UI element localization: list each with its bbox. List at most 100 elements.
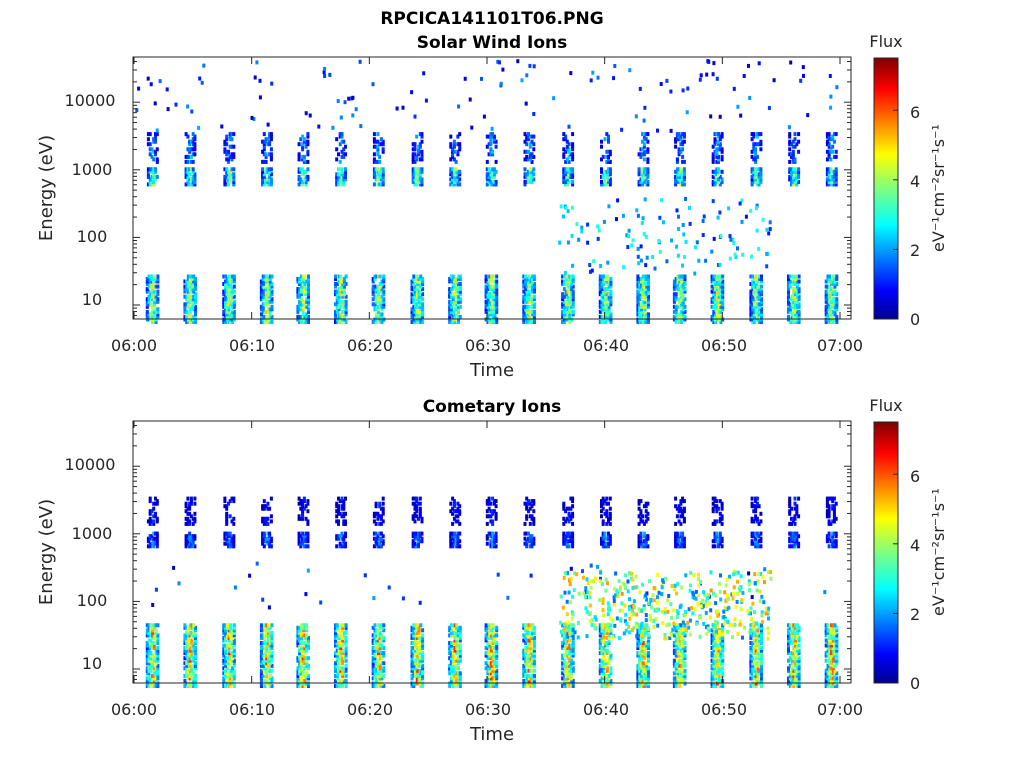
heatmap-cell [710, 277, 714, 281]
heatmap-cell [154, 539, 157, 544]
heatmap-cell [455, 676, 459, 681]
heatmap-cell [717, 172, 720, 177]
heatmap-cell [341, 658, 345, 663]
heatmap-cell [335, 297, 339, 302]
heatmap-cell [342, 499, 346, 504]
heatmap-cell [630, 243, 634, 248]
heatmap-cell [684, 196, 687, 201]
heatmap-cell [448, 277, 452, 281]
heatmap-cell [265, 279, 269, 284]
heatmap-cell [682, 182, 686, 187]
heatmap-cell [299, 638, 303, 643]
heatmap-cell [795, 314, 799, 319]
heatmap-cell [415, 496, 419, 501]
heatmap-cell [828, 297, 832, 302]
heatmap-cell [305, 299, 309, 304]
heatmap-cell [148, 541, 152, 546]
heatmap-cell [451, 172, 455, 177]
heatmap-cell [608, 179, 612, 184]
heatmap-cell [378, 521, 382, 526]
heatmap-cell [222, 651, 226, 656]
heatmap-cell [565, 139, 569, 144]
heatmap-cell [607, 302, 611, 307]
heatmap-cell [600, 144, 603, 149]
heatmap-cell [376, 174, 380, 179]
heatmap-cell [672, 292, 676, 297]
heatmap-cell [458, 169, 462, 174]
heatmap-cell [270, 641, 274, 645]
heatmap-cell [679, 179, 683, 184]
heatmap-cell [262, 504, 266, 509]
heatmap-cell [151, 284, 155, 289]
heatmap-cell [266, 167, 270, 172]
heatmap-cell [790, 154, 793, 159]
heatmap-cell [373, 646, 377, 650]
heatmap-cell [265, 282, 269, 286]
heatmap-cell [410, 641, 414, 645]
heatmap-cell [493, 294, 497, 299]
heatmap-cell [342, 678, 346, 683]
heatmap-cell [305, 279, 309, 284]
heatmap-cell [564, 304, 568, 309]
heatmap-cell [494, 539, 498, 544]
heatmap-cell [344, 519, 347, 524]
heatmap-cell [268, 635, 272, 640]
heatmap-cell [265, 676, 269, 681]
heatmap-cell [227, 174, 230, 179]
heatmap-cell [152, 309, 156, 314]
heatmap-cell [646, 157, 650, 162]
heatmap-cell [183, 635, 187, 640]
heatmap-cell [268, 294, 272, 299]
heatmap-cell [263, 302, 267, 307]
heatmap-cell [522, 307, 526, 312]
heatmap-cell [564, 182, 568, 187]
heatmap-cell [451, 294, 455, 299]
heatmap-cell [341, 661, 345, 666]
heatmap-cell [382, 653, 386, 658]
heatmap-cell [337, 182, 340, 187]
heatmap-cell [712, 279, 716, 284]
heatmap-cell [449, 623, 453, 628]
heatmap-cell [825, 157, 829, 162]
heatmap-cell [527, 179, 530, 184]
heatmap-cell [342, 541, 346, 546]
heatmap-cell [524, 292, 528, 297]
heatmap-cell [410, 320, 414, 324]
heatmap-cell [154, 536, 157, 541]
heatmap-cell [344, 663, 348, 668]
heatmap-cell [607, 279, 611, 284]
heatmap-cell [787, 307, 790, 312]
heatmap-cell [525, 137, 529, 142]
heatmap-cell [412, 668, 416, 673]
heatmap-cell [270, 630, 274, 635]
heatmap-cell [135, 108, 139, 113]
heatmap-cell [307, 663, 310, 668]
heatmap-cell [616, 198, 620, 203]
heatmap-cell [647, 302, 650, 307]
heatmap-cell [488, 635, 492, 640]
heatmap-cell [756, 309, 760, 314]
heatmap-cell [301, 157, 305, 162]
heatmap-cell [267, 651, 270, 656]
heatmap-cell [202, 63, 206, 68]
heatmap-cell [381, 169, 385, 174]
heatmap-cell [297, 142, 301, 147]
heatmap-cell [681, 277, 685, 281]
heatmap-cell [339, 277, 343, 281]
heatmap-cell [486, 297, 490, 302]
heatmap-cell [145, 643, 149, 648]
heatmap-cell [415, 544, 419, 549]
heatmap-cell [457, 656, 460, 661]
heatmap-cell [267, 302, 270, 307]
heatmap-cell [339, 292, 343, 297]
heatmap-cell [261, 307, 265, 312]
heatmap-cell [270, 307, 274, 312]
heatmap-cell [265, 658, 269, 663]
heatmap-cell [264, 167, 268, 172]
heatmap-cell [608, 177, 612, 182]
heatmap-cell [458, 539, 462, 544]
heatmap-cell [265, 648, 269, 653]
heatmap-cell [222, 623, 226, 628]
heatmap-cell [338, 167, 342, 172]
heatmap-cell [266, 182, 270, 187]
